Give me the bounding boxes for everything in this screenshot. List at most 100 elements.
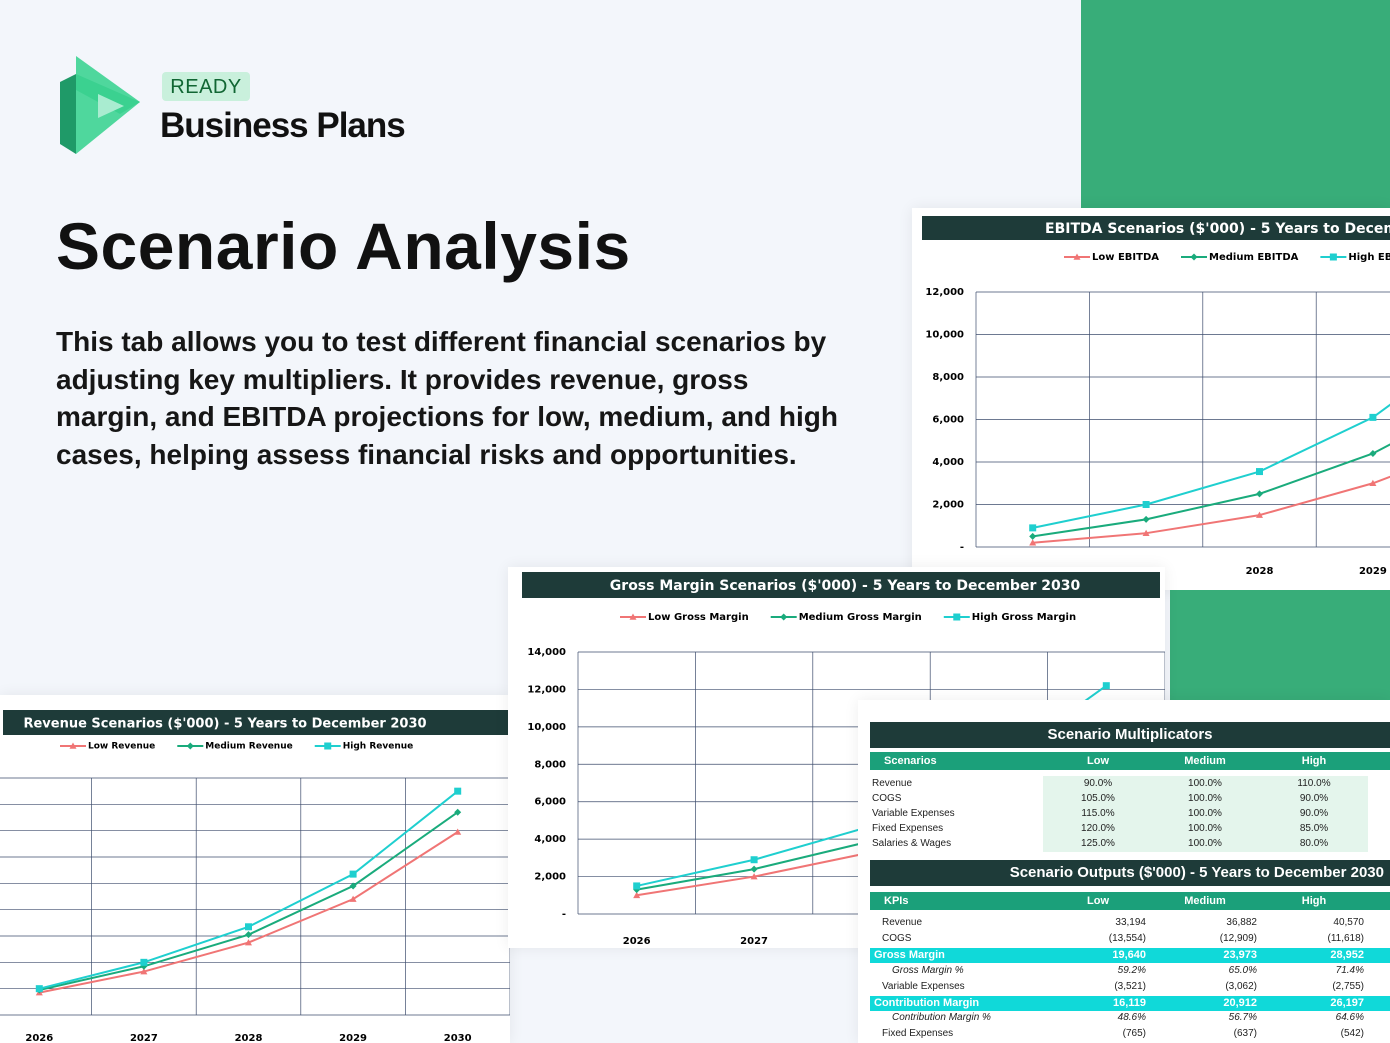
- data-point: [186, 742, 194, 750]
- column-header: High: [1301, 895, 1327, 907]
- cell-value: (11,618): [1327, 932, 1364, 944]
- x-tick-label: 2026: [25, 1033, 53, 1043]
- data-point: [1190, 253, 1198, 261]
- data-point: [324, 742, 332, 750]
- x-tick-label: 2029: [339, 1033, 367, 1043]
- cell-value: 48.6%: [1117, 1012, 1146, 1024]
- x-tick-label: 2030: [444, 1033, 472, 1043]
- cell-value: 33,194: [1115, 917, 1146, 928]
- y-tick-label: -: [562, 909, 566, 920]
- table-row: Revenue 33,194 36,882 40,570: [870, 916, 1390, 931]
- cell-value: 100.0%: [1188, 778, 1222, 789]
- table-row: COGS (13,554) (12,909) (11,618): [870, 932, 1390, 947]
- data-point: [1029, 532, 1037, 540]
- legend-label: Medium EBITDA: [1209, 252, 1299, 263]
- legend-label: Low Revenue: [88, 742, 155, 752]
- cell-value: 64.6%: [1335, 1012, 1364, 1024]
- chart-title: Revenue Scenarios ($'000) - 5 Years to D…: [23, 717, 426, 732]
- chart-title: EBITDA Scenarios ($'000) - 5 Years to De…: [1045, 221, 1390, 237]
- legend-label: Low Gross Margin: [648, 612, 749, 623]
- chart-title: Gross Margin Scenarios ($'000) - 5 Years…: [610, 578, 1081, 594]
- decor-block: [1170, 590, 1390, 702]
- column-header: Low: [1087, 895, 1109, 907]
- cell-value: 100.0%: [1188, 808, 1222, 819]
- y-tick-label: 4,000: [932, 457, 964, 468]
- data-point: [454, 808, 462, 816]
- y-tick-label: 10,000: [925, 330, 964, 341]
- cell-value: 85.0%: [1299, 823, 1329, 834]
- data-point: [1102, 682, 1110, 690]
- legend-label: Low EBITDA: [1092, 252, 1159, 263]
- cell-value: 28,952: [1330, 948, 1364, 961]
- table-row: Variable Expenses (3,521) (3,062) (2,755): [870, 980, 1390, 995]
- cell-value: 16,119: [1112, 996, 1146, 1009]
- cell-value: 100.0%: [1188, 838, 1222, 849]
- y-tick-label: 2,000: [932, 500, 964, 511]
- row-label: Revenue: [872, 778, 913, 789]
- data-point: [1329, 253, 1337, 261]
- row-label: Contribution Margin %: [892, 1012, 991, 1024]
- data-point: [140, 958, 148, 966]
- y-tick-label: 6,000: [534, 797, 566, 808]
- cell-value: 125.0%: [1081, 838, 1115, 849]
- legend-label: High EBITDA: [1348, 252, 1390, 263]
- cell-value: 120.0%: [1081, 823, 1115, 834]
- cell-value: 115.0%: [1081, 808, 1115, 819]
- data-point: [953, 613, 961, 621]
- y-tick-label: 12,000: [527, 684, 566, 695]
- y-tick-label: 6,000: [932, 415, 964, 426]
- cell-value: 100.0%: [1188, 823, 1222, 834]
- data-point: [1142, 529, 1150, 536]
- cell-value: 100.0%: [1188, 793, 1222, 804]
- data-point: [1142, 515, 1150, 523]
- x-tick-label: 2026: [623, 936, 651, 947]
- cell-value: (2,755): [1332, 980, 1364, 992]
- y-tick-label: 2,000: [534, 872, 566, 883]
- ebitda-chart: EBITDA Scenarios ($'000) - 5 Years to De…: [922, 216, 1390, 577]
- cell-value: (637): [1233, 1028, 1257, 1040]
- x-tick-label: 2027: [130, 1033, 158, 1043]
- cell-value: (542): [1340, 1028, 1364, 1040]
- cell-value: (13,554): [1108, 932, 1146, 944]
- column-header: Medium: [1184, 755, 1226, 767]
- data-point: [349, 870, 357, 878]
- cell-value: (3,521): [1114, 980, 1146, 992]
- data-point: [1029, 539, 1037, 546]
- cell-value: 71.4%: [1335, 964, 1364, 976]
- cell-value: (12,909): [1219, 932, 1257, 944]
- legend-label: High Revenue: [343, 742, 414, 752]
- row-label: Fixed Expenses: [872, 823, 944, 834]
- cell-value: 36,882: [1226, 917, 1257, 928]
- y-tick-label: 8,000: [534, 759, 566, 770]
- y-tick-label: 12,000: [925, 287, 964, 298]
- row-label: Revenue: [882, 917, 923, 928]
- data-point: [349, 895, 357, 902]
- cell-value: (765): [1122, 1028, 1146, 1040]
- data-point: [1369, 479, 1377, 487]
- row-label: Contribution Margin: [874, 996, 980, 1009]
- data-point: [629, 613, 637, 620]
- data-point: [1256, 490, 1263, 498]
- data-point: [633, 891, 641, 899]
- data-point: [454, 828, 462, 835]
- data-point: [1029, 524, 1037, 532]
- cell-value: 65.0%: [1228, 964, 1257, 976]
- x-tick-label: 2028: [1246, 566, 1274, 577]
- x-tick-label: 2027: [740, 936, 768, 947]
- input-cells: [1043, 776, 1368, 852]
- cell-value: 90.0%: [1299, 793, 1329, 804]
- column-header: Scenarios: [884, 755, 937, 767]
- data-point: [750, 865, 758, 873]
- data-point: [633, 886, 641, 894]
- series-line: [39, 790, 459, 990]
- logo-mark: [60, 56, 140, 154]
- column-header: Low: [1087, 755, 1109, 767]
- cell-value: 19,640: [1112, 948, 1146, 961]
- data-point: [750, 856, 758, 864]
- cell-value: 23,973: [1223, 948, 1257, 961]
- data-point: [1073, 253, 1081, 260]
- data-point: [1369, 450, 1377, 457]
- cell-value: (3,062): [1225, 980, 1257, 992]
- table-row: Fixed Expenses (765) (637) (542): [870, 1027, 1390, 1042]
